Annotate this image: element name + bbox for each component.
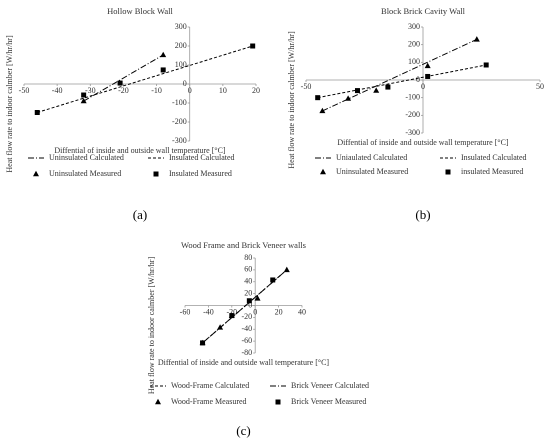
y-tick-label: 20 <box>244 288 252 297</box>
x-tick-label: 0 <box>253 307 257 316</box>
legend-label: Insulated Calculated <box>169 153 235 162</box>
y-tick-label: 200 <box>408 39 420 48</box>
y-tick-label: 40 <box>244 277 252 286</box>
marker-triangle <box>155 398 161 405</box>
series-line <box>322 38 478 112</box>
marker-square <box>160 67 166 73</box>
panel-label: (b) <box>415 207 430 222</box>
y-tick-label: 200 <box>175 41 187 50</box>
legend-label: insulated Measured <box>461 167 523 176</box>
legend-label: Insulated Measured <box>169 169 232 178</box>
x-tick-label: 40 <box>298 307 306 316</box>
x-tick-label: 20 <box>275 307 283 316</box>
y-tick-label: -60 <box>242 336 253 345</box>
x-tick-label: -50 <box>301 82 312 91</box>
series-line <box>83 54 164 102</box>
marker-triangle <box>160 51 167 58</box>
x-tick-label: -10 <box>151 86 162 95</box>
marker-square <box>315 95 321 101</box>
y-tick-label: -200 <box>405 110 420 119</box>
x-axis-label: Diffential of inside and outside wall te… <box>158 358 330 367</box>
y-tick-label: 0 <box>248 300 252 309</box>
marker-square <box>275 399 281 405</box>
marker-triangle <box>283 266 290 273</box>
marker-square <box>425 73 431 79</box>
marker-triangle <box>473 36 480 42</box>
marker-square <box>81 92 87 98</box>
y-tick-label: 0 <box>416 75 420 84</box>
y-tick-label: -20 <box>242 312 253 321</box>
marker-square <box>250 43 256 49</box>
y-tick-label: 80 <box>244 253 252 262</box>
legend-label: Insulated Calculated <box>461 153 527 162</box>
x-tick-label: -60 <box>180 307 191 316</box>
marker-triangle <box>80 97 87 104</box>
x-tick-label: 50 <box>536 82 544 91</box>
legend-label: Uniaulated Calculated <box>336 153 407 162</box>
x-tick-label: -20 <box>118 86 129 95</box>
y-tick-label: 100 <box>175 60 187 69</box>
y-tick-label: 300 <box>408 22 420 31</box>
marker-triangle <box>345 95 352 101</box>
y-tick-label: -40 <box>242 324 253 333</box>
marker-square <box>153 171 159 177</box>
marker-square <box>246 298 252 304</box>
marker-triangle <box>424 62 431 69</box>
x-tick-label: -50 <box>19 86 30 95</box>
marker-square <box>270 277 276 283</box>
x-tick-label: -20 <box>226 307 237 316</box>
legend-label: Uninsulated Measured <box>336 167 408 176</box>
y-tick-label: -200 <box>172 117 187 126</box>
y-axis-label: Heat flow rate to indoor calmber [W/hr/h… <box>147 257 156 395</box>
x-tick-label: -40 <box>52 86 63 95</box>
legend-label: Wood-Frame Calculated <box>171 381 249 390</box>
y-tick-label: 300 <box>175 22 187 31</box>
y-tick-label: -100 <box>405 92 420 101</box>
y-tick-label: -300 <box>405 128 420 137</box>
marker-square <box>229 313 235 319</box>
x-tick-label: 20 <box>252 86 260 95</box>
legend-label: Uninsulated Measured <box>49 169 121 178</box>
marker-square <box>117 80 123 86</box>
x-tick-label: 0 <box>188 86 192 95</box>
marker-triangle <box>320 168 326 175</box>
marker-triangle <box>373 87 380 93</box>
x-tick-label: 10 <box>219 86 227 95</box>
chart-title: Hollow Block Wall <box>107 6 173 16</box>
x-axis-label: Diffential of inside and outside wall te… <box>54 146 226 155</box>
legend-label: Brick Veneer Calculated <box>291 381 369 390</box>
marker-square <box>354 88 360 94</box>
chart-title: Wood Frame and Brick Veneer walls <box>181 240 306 250</box>
y-tick-label: -80 <box>242 348 253 357</box>
y-tick-label: 60 <box>244 265 252 274</box>
legend-label: Wood-Frame Measured <box>171 397 247 406</box>
marker-square <box>445 169 451 175</box>
series-line <box>37 45 253 113</box>
marker-square <box>34 110 40 115</box>
x-axis-label: Diffential of inside and outside wall te… <box>337 138 509 147</box>
y-tick-label: -300 <box>172 136 187 145</box>
marker-triangle <box>33 170 39 177</box>
marker-triangle <box>319 107 326 114</box>
y-tick-label: 0 <box>183 79 187 88</box>
panel-label: (a) <box>133 207 147 222</box>
y-axis-label: Heat flow rate to indoor calmber [W/hr/h… <box>287 31 296 169</box>
y-tick-label: 100 <box>408 57 420 66</box>
y-axis-label: Heat flow rate to indoor calmber [W/hr/h… <box>5 35 14 173</box>
x-tick-label: -30 <box>85 86 96 95</box>
legend-label: Brick Veneer Measured <box>291 397 366 406</box>
legend-label: Uninsulated Calculated <box>49 153 124 162</box>
x-tick-label: 0 <box>421 82 425 91</box>
series-line <box>317 64 487 99</box>
marker-triangle <box>217 324 224 330</box>
marker-square <box>483 62 489 68</box>
marker-triangle <box>254 295 261 301</box>
marker-square <box>200 340 206 346</box>
y-tick-label: -100 <box>172 98 187 107</box>
chart-title: Block Brick Cavity Wall <box>381 6 466 16</box>
panel-label: (c) <box>236 423 250 438</box>
x-tick-label: -40 <box>203 307 214 316</box>
marker-square <box>385 84 391 90</box>
